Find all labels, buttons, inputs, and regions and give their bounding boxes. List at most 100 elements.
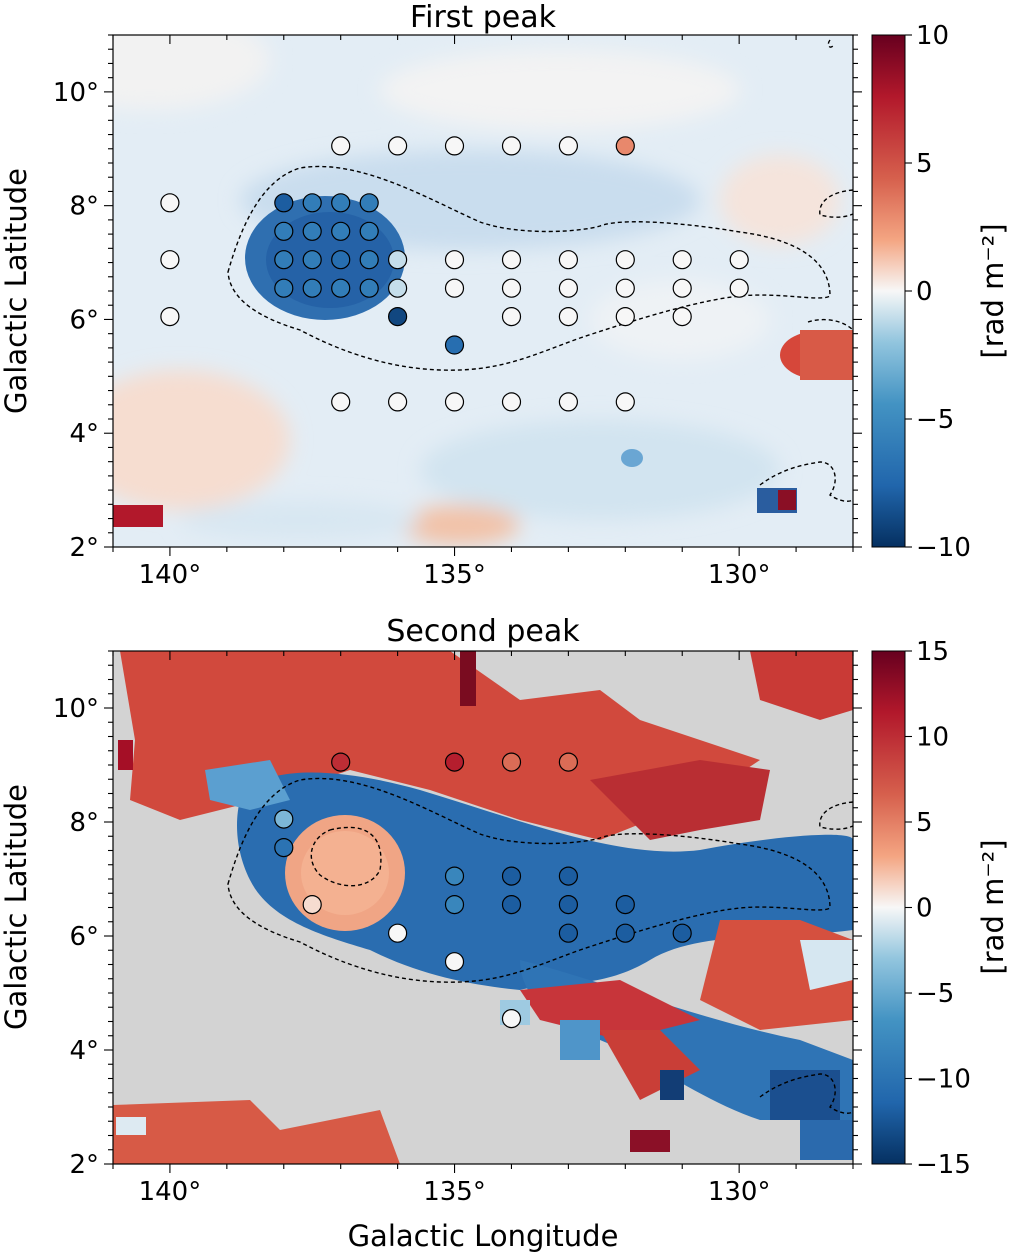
source-marker [501,752,522,772]
source-marker [388,250,408,270]
y-tick-label: 2° [69,1150,99,1180]
contour-lines [227,777,853,1114]
y-tick-label: 2° [69,533,99,563]
source-marker [302,250,322,270]
marker-layer [160,136,749,412]
panel-first-peak: First peak [0,0,1010,590]
source-marker [501,136,522,156]
source-marker [359,278,379,298]
source-marker [501,307,522,327]
source-marker [388,392,408,412]
source-marker [274,809,294,829]
colorbar-label: [rad m⁻²] [976,839,1010,974]
axis-ticks: 140° 135° 130° 2° 4° 6° 8° 10° [53,650,862,1207]
source-marker [501,250,522,270]
y-tick-label: 6° [69,305,99,335]
source-marker [444,136,465,156]
source-marker [388,923,408,943]
x-tick-label: 130° [708,560,771,590]
source-marker [331,250,351,270]
colorbar-tick-label: 10 [916,21,949,51]
y-tick-label: 4° [69,1036,99,1066]
source-marker [331,752,351,772]
colorbar-tick-label: 5 [916,149,933,179]
colorbar-tick-label: 0 [916,894,933,924]
source-marker [388,278,408,298]
source-marker [331,221,351,241]
colorbar-tick-label: 15 [916,637,949,667]
y-tick-label: 4° [69,419,99,449]
source-marker [302,193,322,213]
y-axis-label: Galactic Latitude [0,168,33,414]
source-marker [274,250,294,270]
x-tick-label: 130° [708,1177,771,1207]
source-marker [359,250,379,270]
colorbar [871,34,906,548]
source-marker [302,221,322,241]
y-tick-label: 8° [69,192,99,222]
source-marker [274,837,294,858]
source-marker [558,752,579,772]
x-tick-label: 135° [423,1177,486,1207]
y-tick-label: 8° [69,808,99,838]
source-marker [444,752,465,772]
x-axis-label: Galactic Longitude [348,1219,619,1253]
heatmap-image [113,651,853,1164]
source-marker [558,307,579,327]
colorbar-tick-label: −10 [916,1065,971,1095]
colorbar-tick-label: −5 [916,979,954,1009]
source-marker [302,278,322,298]
source-marker [274,221,294,241]
source-marker [558,136,579,156]
source-marker [331,136,351,156]
x-tick-label: 140° [139,1177,202,1207]
source-marker [359,193,379,213]
source-marker [615,307,635,327]
x-tick-label: 135° [423,560,486,590]
source-marker [615,250,635,270]
source-marker [444,278,465,298]
colorbar-tick-label: 0 [916,277,933,307]
source-marker [444,335,465,355]
source-marker [501,392,522,412]
source-marker [359,221,379,241]
y-tick-label: 6° [69,922,99,952]
source-marker [444,250,465,270]
source-marker [331,392,351,412]
source-marker [501,1008,522,1029]
colorbar-ticks: 15 10 5 0 −5 −10 −15 [905,637,971,1180]
colorbar-tick-label: 10 [916,723,949,753]
colorbar-tick-label: −10 [916,533,971,563]
source-marker [160,307,180,327]
source-marker [615,923,635,943]
source-marker [501,278,522,298]
source-marker [274,193,294,213]
colorbar-tick-label: 5 [916,808,933,838]
axis-ticks: 140° 135° 130° 2° 4° 6° 8° 10° [53,34,862,590]
source-marker [729,250,749,270]
source-marker [444,952,465,972]
heatmap-image [113,35,853,547]
x-tick-label: 140° [139,560,202,590]
source-marker [615,136,635,156]
colorbar-tick-label: −5 [916,405,954,435]
source-marker [558,923,579,943]
source-marker [501,894,522,915]
source-marker [444,392,465,412]
y-axis-label: Galactic Latitude [0,784,33,1030]
source-marker [558,894,579,915]
source-marker [672,307,692,327]
source-marker [558,866,579,886]
source-marker [331,278,351,298]
source-marker [160,250,180,270]
source-marker [302,894,322,915]
source-marker [615,392,635,412]
marker-layer [274,752,692,1029]
y-tick-label: 10° [53,78,99,108]
source-marker [160,193,180,213]
source-marker [388,307,408,327]
colorbar-tick-label: −15 [916,1150,971,1180]
source-marker [672,278,692,298]
source-marker [558,250,579,270]
source-marker [501,866,522,886]
